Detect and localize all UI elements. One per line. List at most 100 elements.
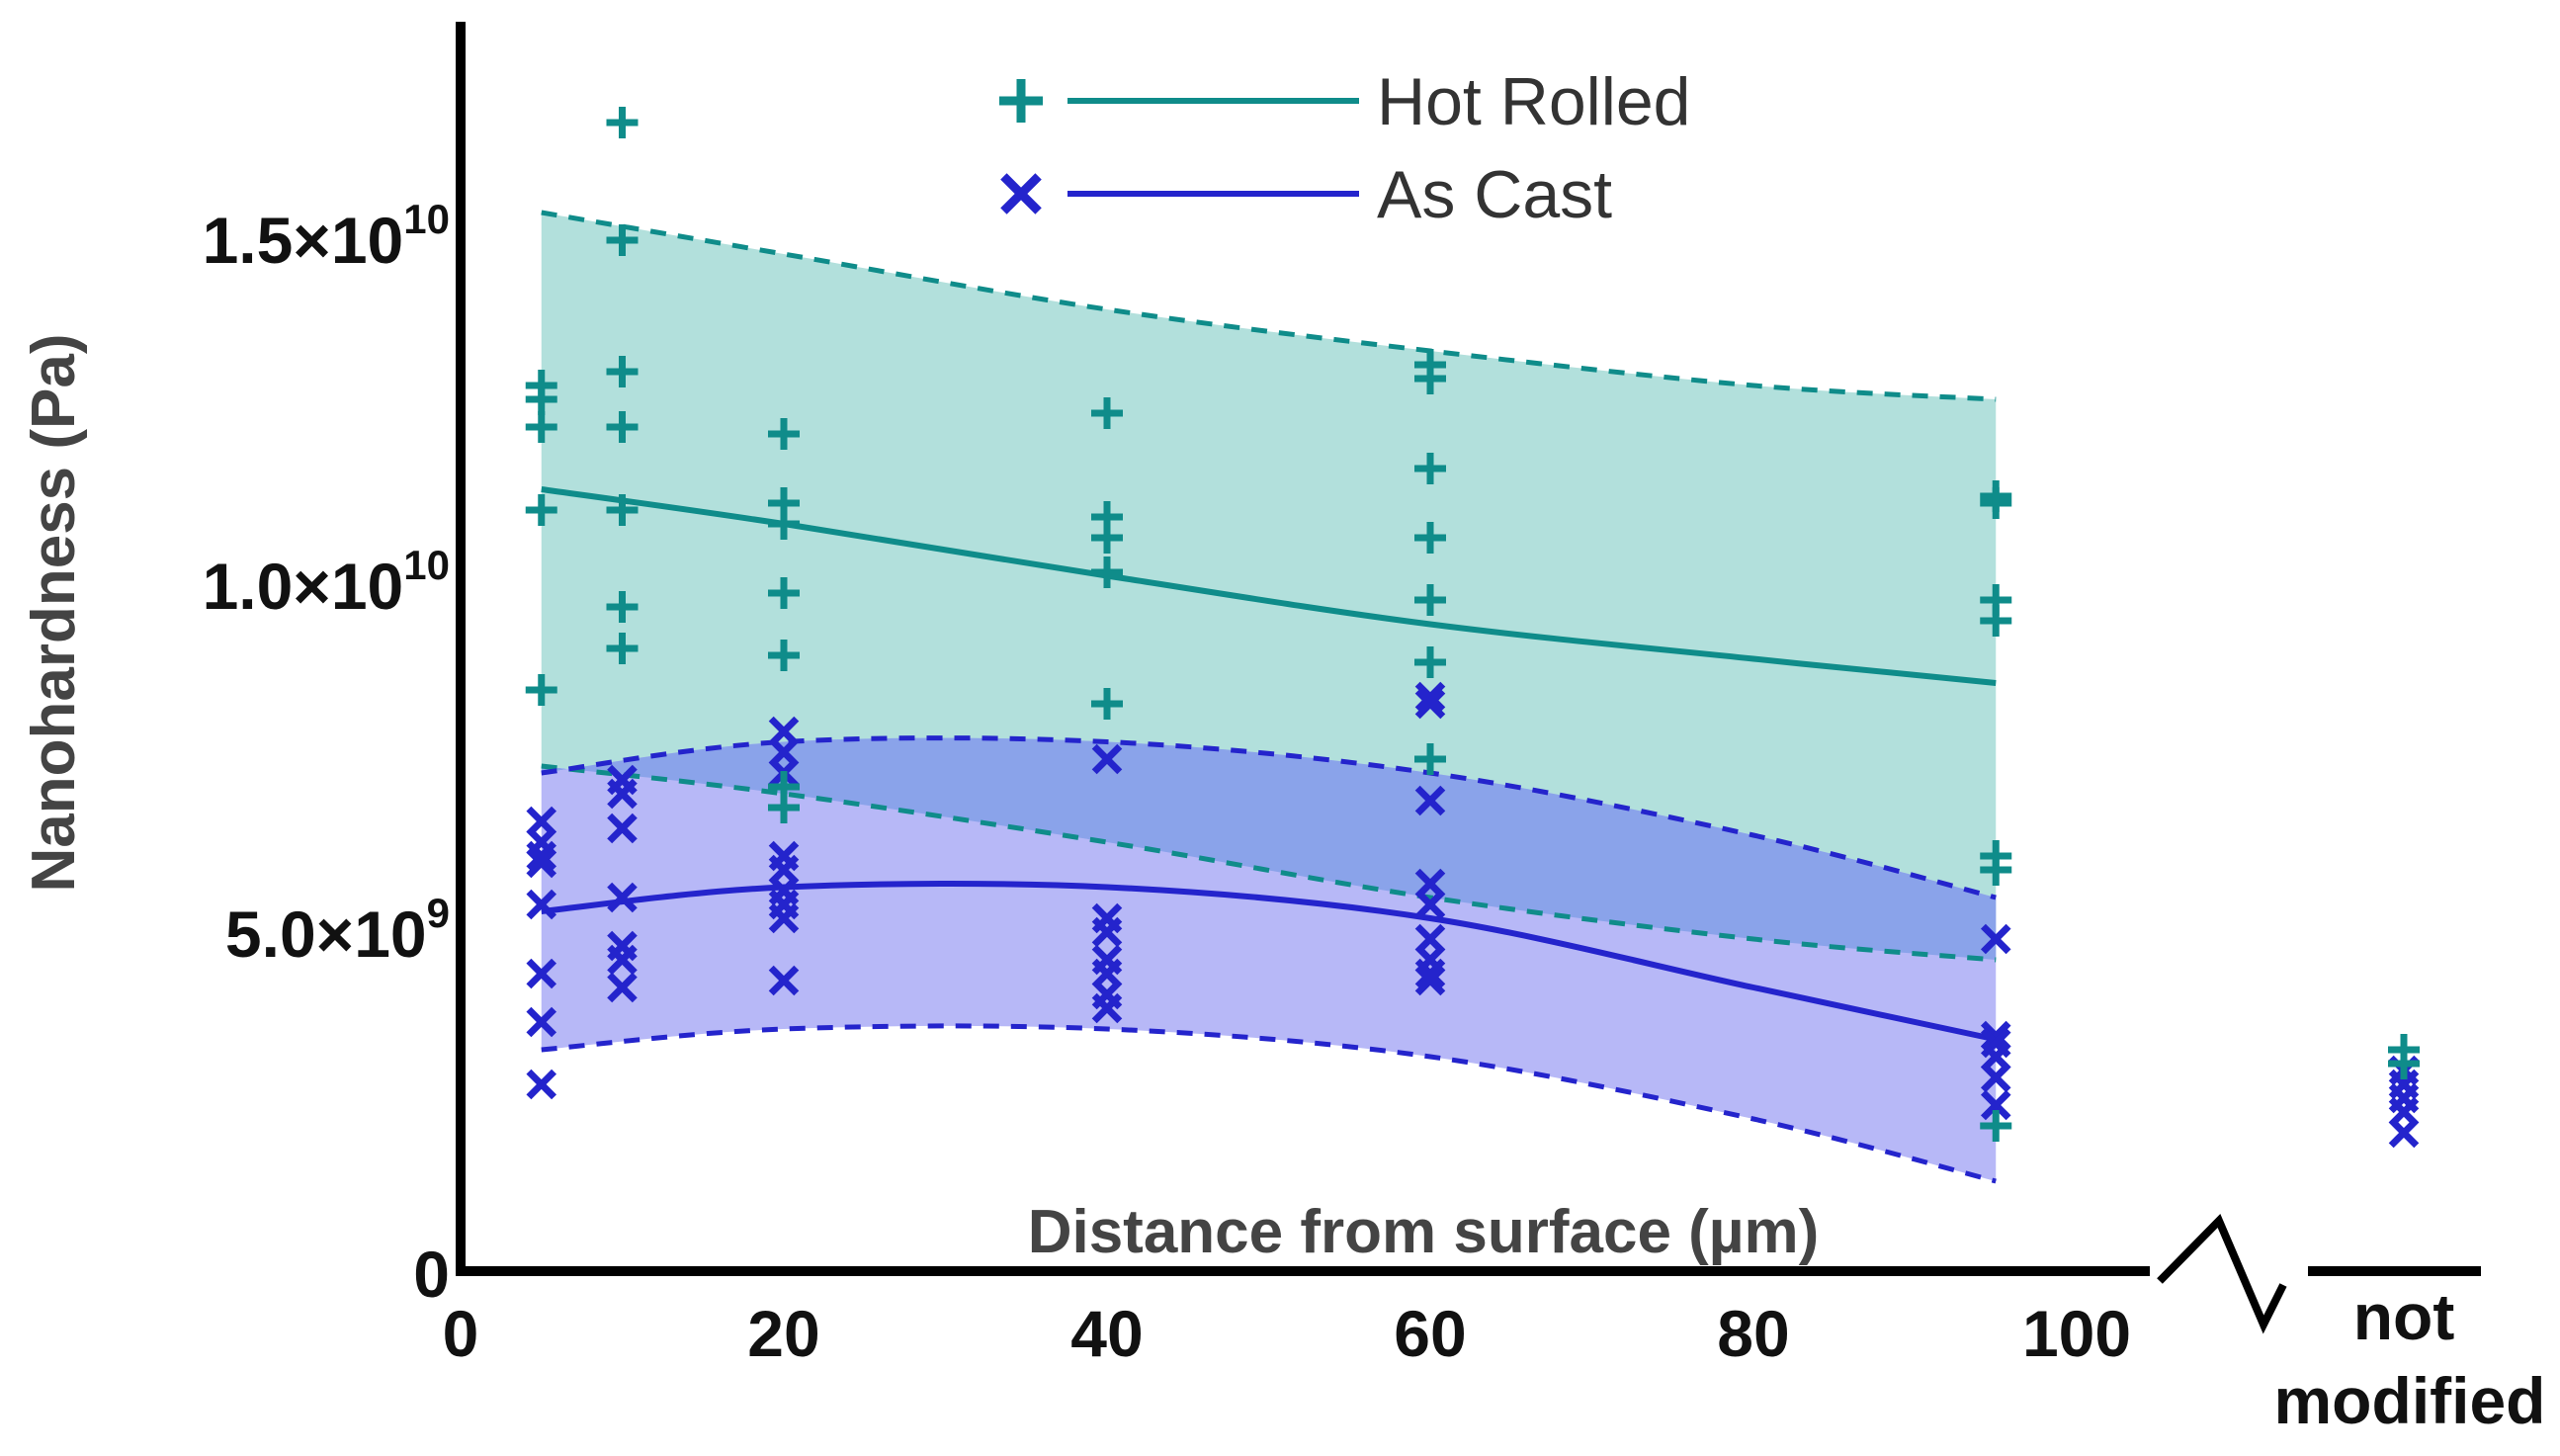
hot-rolled-point — [525, 384, 557, 415]
as-cast-point — [1414, 785, 1446, 816]
legend-as-cast-marker-icon — [1000, 173, 1042, 214]
hot-rolled-point — [768, 792, 800, 823]
y-tick-label: 1.5×1010 — [203, 196, 450, 277]
as-cast-point-stroke — [607, 882, 638, 913]
hot-rolled-point — [768, 577, 800, 609]
hot-rolled-point — [606, 633, 639, 664]
as-cast-point-stroke — [607, 813, 638, 844]
x-tick-label: 20 — [747, 1297, 819, 1370]
hot-rolled-point — [768, 418, 800, 450]
hot-rolled-point — [768, 640, 800, 671]
hot-rolled-point — [1414, 646, 1446, 678]
as-cast-point — [607, 882, 638, 913]
hot-rolled-point — [525, 494, 557, 526]
axis-break-icon — [2157, 1213, 2287, 1334]
as-cast-point-stroke — [607, 944, 638, 976]
as-cast-point — [526, 840, 557, 872]
as-cast-point-stroke — [526, 889, 557, 920]
as-cast-point — [607, 813, 638, 844]
as-cast-point-stroke — [1091, 992, 1123, 1024]
x-tick-label: 0 — [443, 1297, 479, 1370]
hot-rolled-lower-bound — [541, 763, 1997, 963]
hot-rolled-point — [2388, 1048, 2420, 1079]
as-cast-point — [1414, 681, 1446, 713]
as-cast-point-stroke — [1980, 1062, 2011, 1093]
as-cast-point-stroke — [1980, 923, 2011, 955]
as-cast-fit-line — [541, 880, 1997, 1043]
hot-rolled-upper-bound — [541, 210, 1997, 402]
legend-as-cast-marker-stroke — [1000, 173, 1042, 214]
hot-rolled-point — [606, 224, 639, 256]
legend-as-cast-label: As Cast — [1377, 157, 1612, 232]
axes — [456, 22, 2481, 1334]
as-cast-point — [1091, 743, 1123, 775]
as-cast-point — [1414, 688, 1446, 720]
as-cast-point-stroke — [526, 847, 557, 879]
as-cast-point-stroke — [2388, 1117, 2420, 1149]
as-cast-point-stroke — [526, 840, 557, 872]
hot-rolled-point — [1980, 854, 2012, 886]
hot-rolled-point — [606, 356, 639, 387]
y-tick-label: 5.0×109 — [225, 890, 450, 971]
as-cast-point — [2388, 1117, 2420, 1149]
hot-rolled-point — [1091, 557, 1123, 588]
x-tick-label: 100 — [2022, 1297, 2131, 1370]
hot-rolled-point — [1414, 453, 1446, 484]
as-cast-point — [526, 889, 557, 920]
legend: Hot Rolled As Cast — [999, 64, 1691, 232]
as-cast-point-stroke — [607, 778, 638, 810]
hot-rolled-point — [606, 591, 639, 623]
as-cast-point-stroke — [1414, 889, 1446, 920]
y-axis-title: Nanohardness (Pa) — [20, 333, 88, 892]
as-cast-point — [607, 778, 638, 810]
legend-hot-rolled-label: Hot Rolled — [1377, 64, 1691, 139]
hot-rolled-point — [1414, 522, 1446, 554]
hot-rolled-point — [1980, 605, 2012, 637]
legend-hot-rolled-marker — [999, 79, 1043, 123]
as-cast-point — [1980, 1089, 2011, 1121]
as-cast-point-stroke — [1414, 965, 1446, 996]
hot-rolled-point — [606, 411, 639, 443]
as-cast-point — [526, 1069, 557, 1100]
as-cast-point-stroke — [768, 965, 800, 996]
as-cast-point-stroke — [1414, 958, 1446, 989]
hot-rolled-point — [606, 107, 639, 138]
hot-rolled-point — [1414, 743, 1446, 775]
x-tick-label: 80 — [1717, 1297, 1789, 1370]
hot-rolled-point — [525, 674, 557, 706]
as-cast-point — [607, 972, 638, 1003]
as-cast-lower-bound — [541, 1023, 1997, 1184]
hot-rolled-point — [606, 494, 639, 526]
as-cast-point — [526, 958, 557, 989]
x-tick-labels: 0 20 40 60 80 100 not modified — [443, 1280, 2546, 1437]
legend-as-cast-marker — [1000, 173, 1042, 214]
hot-rolled-point — [1091, 522, 1123, 554]
hot-rolled-point — [525, 411, 557, 443]
as-cast-point-stroke — [1091, 916, 1123, 948]
as-cast-point — [1414, 889, 1446, 920]
x-axis-title: Distance from surface (µm) — [1028, 1198, 1820, 1266]
hot-rolled-point — [1414, 363, 1446, 394]
as-cast-point — [526, 847, 557, 879]
confidence-bands — [541, 213, 1997, 1181]
overlap-band — [541, 737, 1997, 960]
hot-rolled-point — [1091, 688, 1123, 720]
legend-hot-rolled-marker-icon — [999, 79, 1043, 123]
as-cast-point-stroke — [526, 1006, 557, 1038]
as-cast-point — [1980, 1062, 2011, 1093]
hot-rolled-point — [1091, 397, 1123, 429]
as-cast-point-stroke — [526, 958, 557, 989]
x-tick-label: 60 — [1394, 1297, 1466, 1370]
as-cast-point-stroke — [1414, 785, 1446, 816]
as-cast-point — [768, 965, 800, 996]
as-cast-point-stroke — [1091, 743, 1123, 775]
hot-rolled-point — [1414, 584, 1446, 616]
as-cast-point-stroke — [607, 972, 638, 1003]
as-cast-point — [1091, 992, 1123, 1024]
hot-rolled-point — [1980, 1110, 2012, 1142]
as-cast-point — [526, 1006, 557, 1038]
as-cast-point-stroke — [526, 1069, 557, 1100]
x-tick-label: 40 — [1070, 1297, 1143, 1370]
hot-rolled-point — [768, 508, 800, 540]
